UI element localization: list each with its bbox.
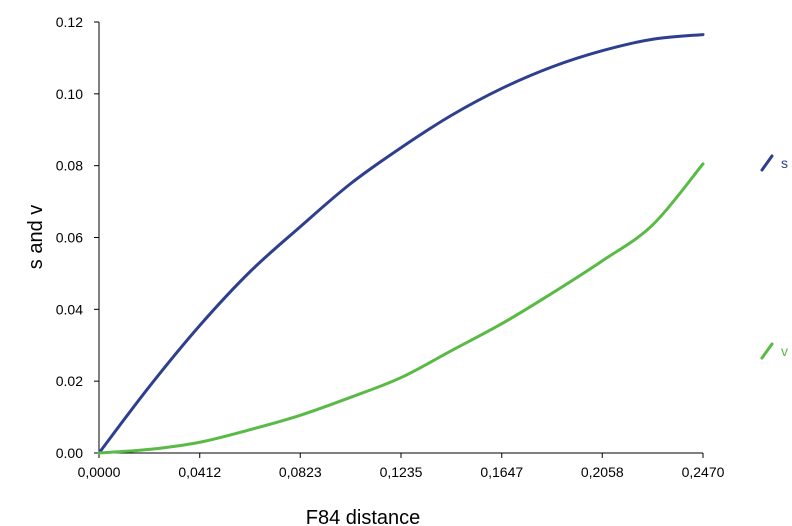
y-axis-label: s and v [25, 205, 47, 269]
legend-swatch-s [760, 154, 774, 172]
y-tick-label: 0.00 [56, 445, 83, 461]
series-line-s [97, 33, 705, 455]
x-tick-label: 0,2058 [581, 464, 624, 480]
x-tick-label: 0,0412 [178, 464, 221, 480]
y-tick-label: 0.06 [56, 230, 83, 246]
y-tick-label: 0.02 [56, 373, 83, 389]
axes: 0.00 0.02 0.04 0.06 0.08 0.10 0.12 0,0000 0,0412… [56, 14, 725, 480]
legend-label-v: v [781, 343, 788, 359]
y-tick-label: 0.04 [56, 301, 83, 317]
legend-label-s: s [781, 155, 788, 171]
y-tick-label: 0.12 [56, 14, 83, 30]
x-tick-label: 0,2470 [682, 464, 725, 480]
y-tick-label: 0.08 [56, 158, 83, 174]
x-tick-label: 0,1235 [380, 464, 423, 480]
x-tick-label: 0,0000 [78, 464, 121, 480]
y-tick-label: 0.10 [56, 86, 83, 102]
x-axis-label: F84 distance [306, 507, 421, 526]
series-lines [97, 33, 705, 455]
legend: sv [760, 154, 788, 360]
x-tick-label: 0,1647 [480, 464, 523, 480]
legend-swatch-v [760, 342, 774, 360]
series-line-v [97, 162, 705, 455]
x-tick-label: 0,0823 [279, 464, 322, 480]
